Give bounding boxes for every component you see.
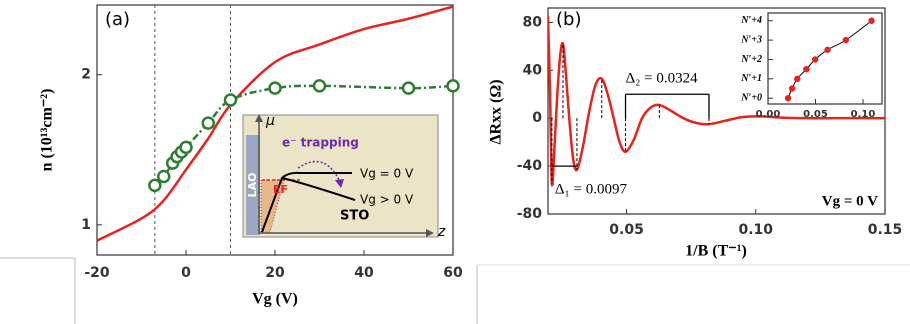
marker [157, 169, 171, 184]
arrowhead [335, 179, 344, 188]
x-tick-label: 0.05 [609, 222, 644, 238]
annotation: Vg = 0 V [822, 193, 878, 209]
inset-label: LAO [246, 173, 259, 198]
inset-bg [242, 114, 439, 238]
marker [268, 81, 282, 95]
schematic-inset: μ z e⁻ trapping LAO EF Vg = 0 V Vg > 0 V… [242, 113, 446, 240]
marker [842, 36, 850, 44]
x-tick-label: 0.15 [868, 222, 903, 238]
panel: -80 -40 0 40 80 0.05 0.10 0.15 Δ₁ = 0.0097 Δ₂ = 0… [488, 7, 903, 260]
x-tick-label: 0.10 [739, 222, 774, 238]
marker [223, 93, 238, 107]
marker [824, 46, 831, 53]
marker [803, 65, 810, 73]
charts: 1 2 -20 0 20 40 60 Vg (V) n (10¹³cm⁻²) (a) -80 -40 0… [39, 4, 903, 308]
marker [794, 75, 801, 83]
x-tick-label: 20 [265, 265, 285, 281]
y-tick-label: -80 [517, 206, 543, 222]
y-tick-label: -40 [517, 158, 543, 174]
panel: 1 2 -20 0 20 40 60 Vg (V) n (10¹³cm⁻²) (a) [39, 4, 463, 308]
axis-label: z [437, 224, 446, 240]
x-tick-label: 40 [354, 265, 374, 281]
y-tick-label: N′+3 [740, 34, 762, 45]
y-tick-label: 0 [532, 110, 542, 126]
panel: N′+0 N′+1 N′+2 N′+3 N′+4 0.00 0.05 0.10 [740, 12, 883, 120]
y-tick-label: N′+2 [740, 54, 762, 65]
bracket-label: Δ₂ = 0.0324 [626, 71, 699, 87]
axis-label: μ [265, 113, 275, 129]
x-tick-label: 0 [181, 265, 191, 281]
marker [201, 116, 215, 130]
y-tick-label: 1 [81, 217, 91, 233]
marker [179, 140, 193, 155]
x-tick-label: 0.10 [851, 109, 876, 120]
plot-frame [547, 7, 886, 215]
band-curve [281, 177, 356, 201]
plot-area [548, 16, 885, 187]
y-tick-label: N′+1 [740, 73, 762, 84]
y-tick-label: N′+4 [740, 15, 762, 26]
series-line [548, 16, 885, 187]
inset-label: EF [273, 183, 288, 196]
plot-frame [767, 12, 883, 105]
marker [401, 81, 416, 95]
trap-arrow [297, 160, 341, 183]
x-tick-label: -20 [84, 265, 110, 281]
bracket-label: Δ₁ = 0.0097 [555, 182, 628, 198]
y-axis-label: ΔRxx (Ω) [488, 79, 505, 144]
arrowhead [426, 229, 434, 237]
x-axis-label: 1/B (T⁻¹) [685, 243, 747, 260]
y-axis-label: n (10¹³cm⁻²) [39, 89, 56, 172]
y-tick-label: 80 [523, 14, 543, 30]
inset-label: Vg > 0 V [360, 193, 414, 207]
marker [148, 178, 162, 193]
marker [788, 85, 796, 92]
x-tick-label: 60 [443, 265, 463, 281]
marker [868, 17, 875, 24]
y-tick-label: 2 [81, 67, 91, 83]
x-tick-label: 0.05 [803, 109, 828, 120]
y-tick-label: N′+0 [740, 92, 762, 103]
panel-label: (b) [556, 9, 581, 30]
inset-label: Vg = 0 V [360, 167, 414, 181]
arrowhead [255, 114, 263, 122]
marker [446, 79, 460, 93]
marker [811, 56, 819, 63]
y-tick-label: 40 [523, 62, 543, 78]
x-tick-label: 0.00 [756, 109, 781, 120]
marker [312, 79, 327, 93]
marker [784, 94, 792, 102]
lao-layer [246, 135, 260, 235]
inset-label: STO [340, 209, 369, 224]
panel-label: (a) [105, 9, 130, 30]
inset-label: e⁻ trapping [282, 136, 359, 150]
x-axis-label: Vg (V) [252, 291, 298, 308]
